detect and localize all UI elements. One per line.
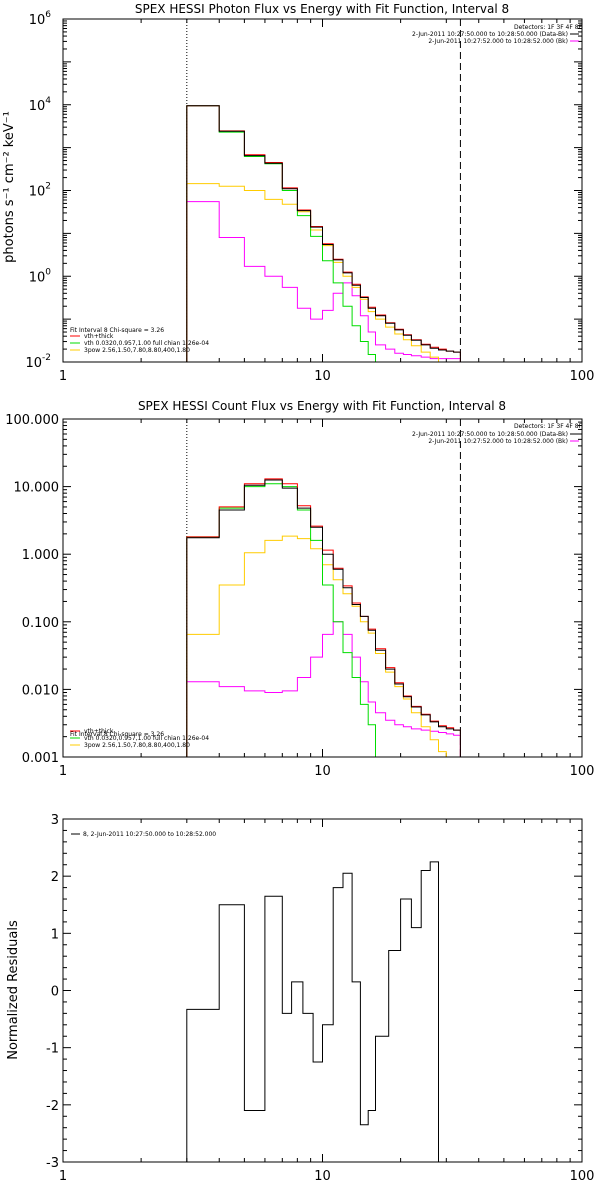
y-tick-exponent: 2	[45, 182, 51, 192]
series-group	[186, 861, 439, 1162]
thermal-series	[186, 105, 461, 362]
residuals-series	[186, 861, 439, 1162]
count-chart-title: SPEX HESSI Count Flux vs Energy with Fit…	[138, 399, 506, 413]
y-tick-base: 10	[29, 99, 46, 114]
fit-legend-entry: vth 0.0320,0.957,1.00 full chian 1.26e-0…	[84, 735, 209, 742]
y-tick-label: -1	[46, 1042, 59, 1057]
residuals-y-axis-label: Normalized Residuals	[6, 920, 21, 1060]
y-tick-label: 100.000	[5, 413, 59, 428]
y-tick-label: 104	[29, 96, 52, 114]
count-detectors-label: Detectors: 1F 3F 4F 8F	[514, 423, 583, 430]
x-tick-label: 100	[570, 1169, 595, 1184]
y-tick-label: 2	[51, 870, 59, 885]
y-tick-label: -3	[46, 1156, 59, 1171]
photon-chart-title: SPEX HESSI Photon Flux vs Energy with Fi…	[135, 2, 509, 16]
photon-fit-header: Fit Interval 8 Chi-square = 3.26	[70, 327, 164, 334]
photon-flux-panel: SPEX HESSI Photon Flux vs Energy with Fi…	[2, 2, 594, 384]
x-tick-label: 10	[314, 369, 331, 384]
power-law-series	[186, 535, 461, 757]
data-minus-bk-series	[186, 479, 461, 757]
legend-entry: 2-Jun-2011 10:27:52.000 to 10:28:52.000 …	[428, 438, 568, 445]
y-tick-exponent: 6	[45, 10, 51, 20]
legend-entry: 2-Jun-2011 10:27:50.000 to 10:28:50.000 …	[412, 31, 568, 38]
legend-entry: 8, 2-Jun-2011 10:27:50.000 to 10:28:52.0…	[83, 831, 216, 838]
background-series	[186, 621, 461, 757]
fit-legend-entry: vth+thick	[84, 728, 114, 735]
plot-frame	[62, 818, 583, 1163]
y-tick-label: 0.001	[22, 751, 59, 766]
total-fit-series	[186, 478, 461, 757]
y-tick-label: 102	[29, 182, 51, 200]
y-tick-label: 100	[29, 267, 52, 285]
data-minus-bk-series	[186, 105, 461, 362]
series-group	[186, 105, 461, 362]
residuals-panel: Normalized Residuals 1 10 100 -3 -2 -1 0 1 2 3 8, …	[6, 813, 594, 1184]
y-tick-label: 0.100	[22, 616, 59, 631]
thermal-series	[186, 483, 461, 757]
photon-detectors-label: Detectors: 1F 3F 4F 8F	[514, 24, 583, 31]
y-tick-base: 10	[29, 13, 46, 28]
y-tick-label: 10-2	[25, 353, 51, 371]
y-tick-label: 0.010	[22, 683, 59, 698]
fit-legend-entry: vth+thick	[84, 333, 114, 340]
x-tick-label: 100	[570, 369, 595, 384]
count-flux-panel: SPEX HESSI Count Flux vs Energy with Fit…	[5, 399, 594, 779]
total-fit-series	[186, 105, 461, 362]
y-tick-label: 1.000	[22, 548, 59, 563]
y-tick-label: 0	[51, 985, 59, 1000]
y-tick-exponent: -2	[42, 353, 51, 363]
plot-frame	[62, 18, 583, 363]
x-tick-label: 10	[314, 764, 331, 779]
y-tick-base: 10	[25, 356, 42, 371]
x-tick-label: 100	[570, 764, 595, 779]
plot-frame	[62, 418, 583, 758]
photon-y-axis-label: photons s⁻¹ cm⁻² keV⁻¹	[2, 111, 17, 263]
count-fit-header: Fit Interval 8 Chi-square = 3.26	[70, 731, 164, 738]
x-tick-label: 10	[314, 1169, 331, 1184]
fit-legend-entry: 3pow 2.56,1.50,7.80,8.80,400,1.80	[84, 742, 190, 749]
y-tick-label: 3	[51, 813, 59, 828]
y-tick-label: 10.000	[14, 481, 60, 496]
y-tick-label: -2	[46, 1099, 59, 1114]
y-tick-base: 10	[29, 185, 46, 200]
y-tick-label: 106	[29, 10, 52, 28]
y-tick-exponent: 0	[45, 267, 51, 277]
y-tick-base: 10	[29, 270, 46, 285]
fit-legend-entry: vth 0.0320,0.957,1.00 full chian 1.26e-0…	[84, 340, 209, 347]
x-tick-label: 1	[59, 1169, 67, 1184]
legend-entry: 2-Jun-2011 10:27:50.000 to 10:28:50.000 …	[412, 431, 568, 438]
legend-entry: 2-Jun-2011 10:27:52.000 to 10:28:52.000 …	[428, 38, 568, 45]
y-tick-label: 1	[51, 927, 59, 942]
series-group	[186, 478, 461, 757]
y-tick-exponent: 4	[45, 96, 51, 106]
fit-legend-entry: 3pow 2.56,1.50,7.80,8.80,400,1.80	[84, 347, 190, 354]
x-tick-label: 1	[59, 764, 67, 779]
x-tick-label: 1	[59, 369, 67, 384]
power-law-series	[186, 183, 461, 362]
